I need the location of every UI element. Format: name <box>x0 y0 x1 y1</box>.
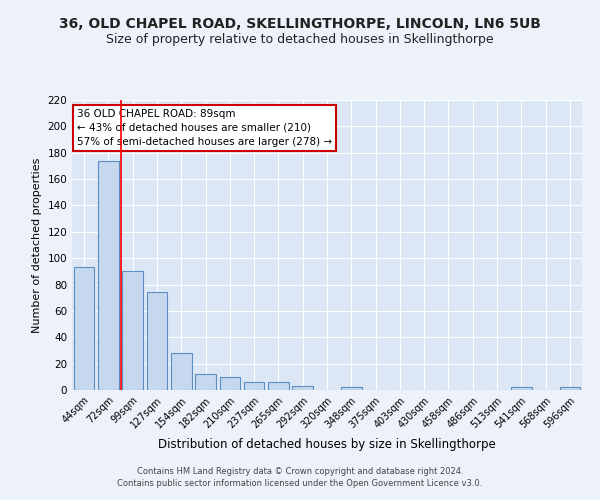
Bar <box>171 353 191 390</box>
Bar <box>511 388 532 390</box>
Bar <box>341 388 362 390</box>
Text: 36, OLD CHAPEL ROAD, SKELLINGTHORPE, LINCOLN, LN6 5UB: 36, OLD CHAPEL ROAD, SKELLINGTHORPE, LIN… <box>59 18 541 32</box>
X-axis label: Distribution of detached houses by size in Skellingthorpe: Distribution of detached houses by size … <box>158 438 496 451</box>
Bar <box>244 382 265 390</box>
Bar <box>74 268 94 390</box>
Bar <box>292 386 313 390</box>
Bar <box>98 160 119 390</box>
Bar <box>146 292 167 390</box>
Bar <box>268 382 289 390</box>
Y-axis label: Number of detached properties: Number of detached properties <box>32 158 42 332</box>
Text: Size of property relative to detached houses in Skellingthorpe: Size of property relative to detached ho… <box>106 32 494 46</box>
Bar <box>220 377 240 390</box>
Bar <box>560 388 580 390</box>
Text: Contains HM Land Registry data © Crown copyright and database right 2024.
Contai: Contains HM Land Registry data © Crown c… <box>118 466 482 487</box>
Bar <box>195 374 216 390</box>
Bar <box>122 272 143 390</box>
Text: 36 OLD CHAPEL ROAD: 89sqm
← 43% of detached houses are smaller (210)
57% of semi: 36 OLD CHAPEL ROAD: 89sqm ← 43% of detac… <box>77 108 332 146</box>
